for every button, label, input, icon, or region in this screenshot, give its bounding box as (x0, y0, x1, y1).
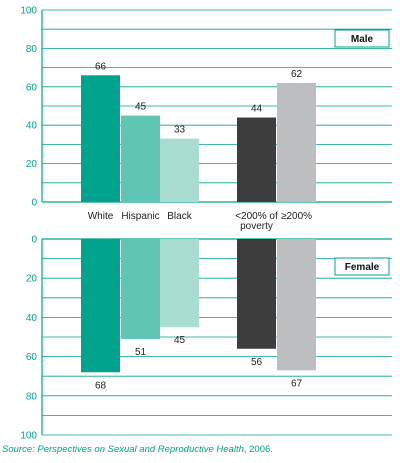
value-label-female: 56 (251, 357, 263, 368)
value-label-male: 44 (251, 104, 263, 115)
category-label: White (88, 211, 114, 222)
y-tick-label-female: 80 (26, 391, 38, 402)
bar-female (277, 239, 316, 371)
y-tick-label-male: 80 (26, 44, 38, 55)
bars (81, 75, 316, 373)
source-suffix: , 2006. (243, 444, 273, 455)
bar-female (237, 239, 276, 349)
bar-male (121, 115, 160, 202)
y-tick-label-male: 0 (31, 198, 37, 209)
value-label-male: 62 (291, 69, 303, 80)
chart: 0 20 40 60 80 100 0 20 40 60 80 100 66 45 33 44 62 68 51 45… (20, 6, 392, 441)
y-tick-label-male: 20 (26, 159, 38, 170)
y-tick-label-female: 100 (20, 431, 37, 441)
value-label-female: 68 (95, 380, 107, 391)
value-label-male: 66 (95, 61, 107, 72)
legends: Male Female (334, 29, 390, 276)
category-label: Black (167, 211, 192, 222)
legend-male-box (334, 29, 390, 48)
bar-male (277, 82, 316, 202)
y-tick-label-male: 100 (20, 6, 37, 17)
value-label-female: 51 (135, 347, 147, 358)
y-tick-label-male: 40 (26, 121, 38, 132)
value-label-male: 45 (135, 102, 147, 113)
value-label-female: 45 (174, 335, 186, 346)
legend-female-label: Female (345, 262, 380, 273)
legend-female-box (334, 257, 390, 276)
bar-female (160, 239, 199, 328)
labels: 0 20 40 60 80 100 0 20 40 60 80 100 66 45 33 44 62 68 51 45… (20, 6, 312, 441)
bar-male (237, 117, 276, 202)
source-prefix: Source: (2, 444, 38, 455)
value-label-male: 33 (174, 125, 186, 136)
source-note: Source: Perspectives on Sexual and Repro… (2, 444, 273, 455)
bar-male (81, 75, 120, 202)
category-label: ≥200% (281, 211, 312, 222)
bar-female (121, 239, 160, 339)
y-tick-label-female: 0 (31, 235, 37, 246)
bar-male (160, 138, 199, 202)
category-label: poverty (240, 221, 273, 232)
category-label: <200% of (235, 211, 278, 222)
y-tick-label-female: 60 (26, 352, 38, 363)
y-tick-label-male: 60 (26, 82, 38, 93)
value-label-female: 67 (291, 378, 303, 389)
legend-male-label: Male (351, 34, 374, 45)
bar-female (81, 239, 120, 373)
y-tick-label-female: 40 (26, 313, 38, 324)
source-title: Perspectives on Sexual and Reproductive … (37, 444, 244, 455)
category-label: Hispanic (121, 211, 159, 222)
y-tick-label-female: 20 (26, 274, 38, 285)
